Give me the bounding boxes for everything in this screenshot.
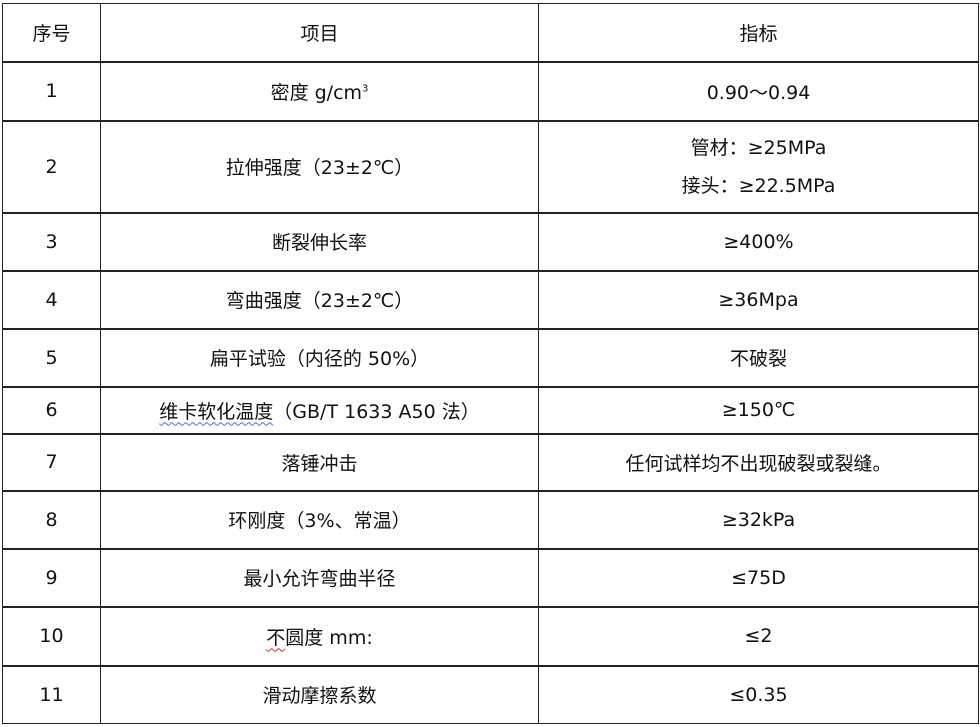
table-row: 10 不圆度 mm: ≤2 bbox=[2, 606, 979, 667]
spec-table: 序号 项目 指标 1 密度 g/cm3 0.90～0.94 2 拉伸强度（23±… bbox=[2, 3, 979, 724]
row-spec: ≥36Mpa bbox=[538, 270, 979, 330]
row-no: 6 bbox=[2, 386, 101, 435]
table-row: 6 维卡软化温度（GB/T 1633 A50 法） ≥150℃ bbox=[2, 386, 979, 435]
row-no: 2 bbox=[2, 120, 101, 214]
table-row: 9 最小允许弯曲半径 ≤75D bbox=[2, 548, 979, 608]
row-item: 环刚度（3%、常温） bbox=[100, 490, 539, 550]
row-item: 密度 g/cm3 bbox=[100, 61, 539, 122]
item-text: （GB/T 1633 A50 法） bbox=[273, 400, 480, 423]
spec-line: 接头：≥22.5MPa bbox=[681, 174, 836, 197]
row-no: 11 bbox=[2, 665, 101, 724]
header-spec: 指标 bbox=[538, 3, 979, 63]
table-header-row: 序号 项目 指标 bbox=[2, 3, 979, 63]
table-row: 8 环刚度（3%、常温） ≥32kPa bbox=[2, 490, 979, 550]
row-spec: ≤75D bbox=[538, 548, 979, 608]
row-no: 8 bbox=[2, 490, 101, 550]
row-item: 不圆度 mm: bbox=[100, 606, 539, 667]
row-item: 最小允许弯曲半径 bbox=[100, 548, 539, 608]
header-item: 项目 bbox=[100, 3, 539, 63]
row-spec: 任何试样均不出现破裂或裂缝。 bbox=[538, 433, 979, 492]
row-no: 5 bbox=[2, 328, 101, 388]
superscript: 3 bbox=[362, 83, 369, 95]
spec-line: 管材：≥25MPa bbox=[690, 136, 827, 159]
row-item: 落锤冲击 bbox=[100, 433, 539, 492]
row-no: 4 bbox=[2, 270, 101, 330]
row-spec: 不破裂 bbox=[538, 328, 979, 388]
row-no: 7 bbox=[2, 433, 101, 492]
row-spec: ≥400% bbox=[538, 212, 979, 272]
table-row: 7 落锤冲击 任何试样均不出现破裂或裂缝。 bbox=[2, 433, 979, 492]
row-item: 滑动摩擦系数 bbox=[100, 665, 539, 724]
table-row: 2 拉伸强度（23±2℃） 管材：≥25MPa 接头：≥22.5MPa bbox=[2, 120, 979, 214]
table-row: 1 密度 g/cm3 0.90～0.94 bbox=[2, 61, 979, 122]
row-item: 断裂伸长率 bbox=[100, 212, 539, 272]
row-no: 1 bbox=[2, 61, 101, 122]
row-item: 扁平试验（内径的 50%） bbox=[100, 328, 539, 388]
row-spec: ≥32kPa bbox=[538, 490, 979, 550]
row-no: 9 bbox=[2, 548, 101, 608]
table-row: 11 滑动摩擦系数 ≤0.35 bbox=[2, 665, 979, 724]
spellcheck-marked-text: 维卡软化温度 bbox=[159, 400, 274, 423]
row-spec: ≥150℃ bbox=[538, 386, 979, 435]
row-spec: 0.90～0.94 bbox=[538, 61, 979, 122]
row-no: 3 bbox=[2, 212, 101, 272]
row-spec: ≤0.35 bbox=[538, 665, 979, 724]
table-row: 3 断裂伸长率 ≥400% bbox=[2, 212, 979, 272]
row-item: 弯曲强度（23±2℃） bbox=[100, 270, 539, 330]
row-no: 10 bbox=[2, 606, 101, 667]
item-text: 圆度 mm: bbox=[285, 626, 373, 649]
header-no: 序号 bbox=[2, 3, 101, 63]
row-item: 维卡软化温度（GB/T 1633 A50 法） bbox=[100, 386, 539, 435]
row-spec: ≤2 bbox=[538, 606, 979, 667]
table-row: 5 扁平试验（内径的 50%） 不破裂 bbox=[2, 328, 979, 388]
table-row: 4 弯曲强度（23±2℃） ≥36Mpa bbox=[2, 270, 979, 330]
row-spec: 管材：≥25MPa 接头：≥22.5MPa bbox=[538, 120, 979, 214]
spellcheck-marked-text: 不 bbox=[266, 626, 286, 649]
row-item: 拉伸强度（23±2℃） bbox=[100, 120, 539, 214]
item-text: 密度 g/cm bbox=[270, 81, 363, 104]
